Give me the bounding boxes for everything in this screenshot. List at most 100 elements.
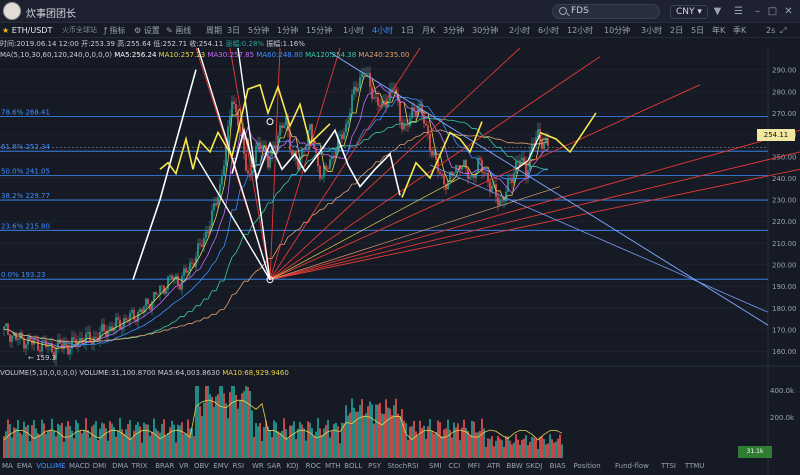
candle-body xyxy=(131,309,133,313)
minimize-icon[interactable]: – xyxy=(755,6,760,17)
volume-params[interactable]: VOLUME(5,10,0,0,0,0) xyxy=(0,369,78,377)
tool-1[interactable]: ⚙ 设置 xyxy=(134,26,160,35)
candle-body xyxy=(231,101,233,117)
indicator-ema[interactable]: EMA xyxy=(16,462,33,470)
period-1[interactable]: 3日 xyxy=(227,26,241,35)
indicator-psy[interactable]: PSY xyxy=(368,462,382,470)
indicator-wr[interactable]: WR xyxy=(252,462,264,470)
period-16[interactable]: 2日 xyxy=(670,26,684,35)
currency-selector[interactable]: CNY ▾ xyxy=(670,5,708,19)
indicator-dma[interactable]: DMA xyxy=(112,462,129,470)
candle-body xyxy=(65,343,67,346)
indicator-skdj[interactable]: SKDJ xyxy=(525,462,543,470)
symbol-label[interactable]: ★ ETH/USDT xyxy=(2,23,52,38)
candle-body xyxy=(183,268,185,277)
menu-icon[interactable]: ☰ xyxy=(734,6,743,17)
indicator-cci[interactable]: CCI xyxy=(448,462,461,470)
indicator-macd[interactable]: MACD xyxy=(68,462,90,470)
indicator-emv[interactable]: EMV xyxy=(213,462,229,470)
volume-bar xyxy=(9,424,11,458)
indicator-rsi[interactable]: RSI xyxy=(232,462,245,470)
indicator-atr[interactable]: ATR xyxy=(487,462,501,470)
period-3[interactable]: 1分钟 xyxy=(277,26,299,35)
period-13[interactable]: 12小时 xyxy=(567,26,594,35)
volume-bar xyxy=(343,423,345,458)
indicator-kdj[interactable]: KDJ xyxy=(286,462,299,470)
period-6[interactable]: 4小时 xyxy=(372,26,394,35)
volume-bar xyxy=(455,427,457,458)
indicator-mth[interactable]: MTH xyxy=(324,462,341,470)
indicator-smi[interactable]: SMI xyxy=(429,462,442,470)
candle-body xyxy=(475,172,477,178)
indicator-mfi[interactable]: MFI xyxy=(467,462,480,470)
period-8[interactable]: 月K xyxy=(422,26,436,35)
candle-body xyxy=(383,100,385,102)
fan-origin-handle xyxy=(266,276,274,284)
candle-body xyxy=(107,330,109,337)
candle-body xyxy=(507,178,509,193)
close-icon[interactable]: ✕ xyxy=(784,6,793,17)
refresh-interval[interactable]: 2s xyxy=(766,26,776,35)
indicator-bias[interactable]: BIAS xyxy=(549,462,566,470)
volume-bar xyxy=(381,413,383,458)
indicator-obv[interactable]: OBV xyxy=(193,462,209,470)
maximize-icon[interactable]: □ xyxy=(767,6,778,17)
volume-bar xyxy=(59,425,61,458)
avatar[interactable] xyxy=(3,2,21,20)
indicator-fund-flow[interactable]: Fund-flow xyxy=(615,462,649,470)
indicator-stochrsi[interactable]: StochRSI xyxy=(387,462,419,470)
ma-params[interactable]: MA(5,10,30,60,120,240,0,0,0,0) xyxy=(0,51,113,59)
indicator-roc[interactable]: ROC xyxy=(305,462,321,470)
period-14[interactable]: 10分钟 xyxy=(604,26,631,35)
volume-bar xyxy=(377,404,379,458)
info-amplitude: 振幅:1.16% xyxy=(266,40,305,48)
indicator-boll[interactable]: BOLL xyxy=(344,462,363,470)
volume-bar xyxy=(407,439,409,458)
candle-body xyxy=(123,318,125,327)
expand-icon[interactable]: ⤢ xyxy=(780,26,787,35)
candle-body xyxy=(219,184,221,198)
period-18[interactable]: 年K xyxy=(712,26,726,35)
volume-bar xyxy=(43,423,45,458)
y-tick-label: 220.00 xyxy=(772,218,797,226)
indicator-volume[interactable]: VOLUME xyxy=(36,462,66,470)
period-9[interactable]: 3分钟 xyxy=(443,26,465,35)
trend-line xyxy=(329,51,769,326)
period-15[interactable]: 3小时 xyxy=(641,26,663,35)
period-12[interactable]: 6小时 xyxy=(538,26,560,35)
indicator-sar[interactable]: SAR xyxy=(266,462,282,470)
indicator-ttmu[interactable]: TTMU xyxy=(684,462,705,470)
star-icon[interactable]: ★ xyxy=(2,26,10,35)
indicator-vr[interactable]: VR xyxy=(179,462,189,470)
indicator-position[interactable]: Position xyxy=(573,462,601,470)
period-4[interactable]: 15分钟 xyxy=(306,26,333,35)
period-5[interactable]: 1小时 xyxy=(343,26,365,35)
volume-bar xyxy=(139,426,141,458)
search-box[interactable]: FDS xyxy=(552,4,660,19)
period-0[interactable]: 周期 xyxy=(206,26,222,35)
period-2[interactable]: 5分钟 xyxy=(248,26,270,35)
tool-2[interactable]: ✎ 画线 xyxy=(166,26,192,35)
period-7[interactable]: 1日 xyxy=(401,26,415,35)
tool-0[interactable]: ƒ 指标 xyxy=(104,26,126,35)
period-17[interactable]: 5日 xyxy=(691,26,705,35)
period-10[interactable]: 30分钟 xyxy=(472,26,499,35)
indicator-trix[interactable]: TRIX xyxy=(131,462,148,470)
indicator-brar[interactable]: BRAR xyxy=(155,462,175,470)
candle-body xyxy=(165,289,167,294)
period-19[interactable]: 季K xyxy=(733,26,747,35)
volume-bar xyxy=(167,433,169,458)
period-11[interactable]: 2小时 xyxy=(509,26,531,35)
volume-bar xyxy=(481,418,483,458)
fan-line xyxy=(269,47,421,280)
search-input[interactable]: FDS xyxy=(571,6,589,16)
indicator-dmi[interactable]: DMI xyxy=(92,462,107,470)
indicator-ma[interactable]: MA xyxy=(2,462,13,470)
indicator-bbw[interactable]: BBW xyxy=(506,462,523,470)
candle-body xyxy=(79,338,81,343)
y-tick-label: 160.00 xyxy=(772,348,797,356)
indicator-ttsi[interactable]: TTSI xyxy=(661,462,676,470)
volume-bar xyxy=(477,432,479,458)
shirt-icon[interactable]: ▼ xyxy=(713,6,722,17)
